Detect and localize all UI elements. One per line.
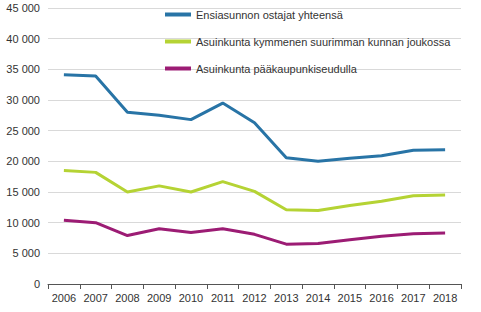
svg-text:2014: 2014 <box>306 292 330 304</box>
svg-text:20 000: 20 000 <box>6 155 40 167</box>
svg-text:Asuinkunta kymmenen suurimman: Asuinkunta kymmenen suurimman kunnan jou… <box>196 36 451 48</box>
svg-text:45 000: 45 000 <box>6 2 40 14</box>
svg-text:10 000: 10 000 <box>6 217 40 229</box>
svg-text:Ensiasunnon ostajat yhteensä: Ensiasunnon ostajat yhteensä <box>196 9 344 21</box>
svg-text:2012: 2012 <box>242 292 266 304</box>
svg-text:0: 0 <box>34 278 40 290</box>
svg-text:25 000: 25 000 <box>6 125 40 137</box>
svg-text:2007: 2007 <box>83 292 107 304</box>
svg-text:2017: 2017 <box>401 292 425 304</box>
svg-text:15 000: 15 000 <box>6 186 40 198</box>
svg-text:30 000: 30 000 <box>6 94 40 106</box>
svg-text:2015: 2015 <box>338 292 362 304</box>
svg-text:2009: 2009 <box>147 292 171 304</box>
svg-text:2011: 2011 <box>211 292 235 304</box>
svg-text:2013: 2013 <box>274 292 298 304</box>
svg-text:40 000: 40 000 <box>6 33 40 45</box>
svg-text:2008: 2008 <box>115 292 139 304</box>
svg-text:Asuinkunta pääkaupunkiseudulla: Asuinkunta pääkaupunkiseudulla <box>196 63 358 75</box>
svg-text:2018: 2018 <box>433 292 457 304</box>
svg-text:2006: 2006 <box>52 292 76 304</box>
svg-text:35 000: 35 000 <box>6 63 40 75</box>
svg-text:5 000: 5 000 <box>12 247 40 259</box>
svg-text:2016: 2016 <box>369 292 393 304</box>
svg-text:2010: 2010 <box>179 292 203 304</box>
